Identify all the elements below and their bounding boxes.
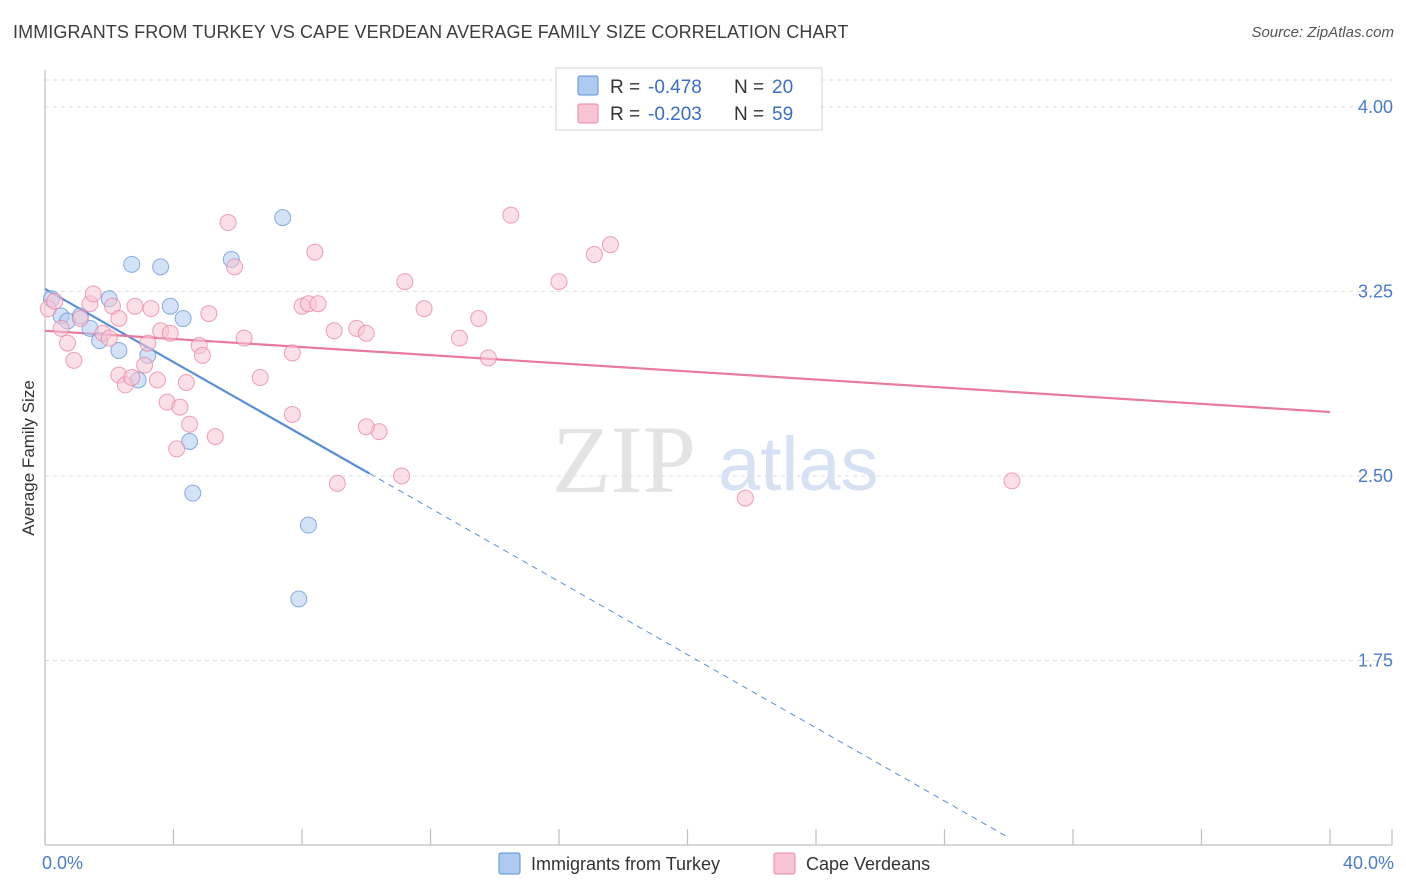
- legend-n-label-turkey: N =: [734, 77, 764, 98]
- point-cape-verdeans: [139, 334, 157, 352]
- point-cape-verdeans: [71, 309, 89, 327]
- point-turkey: [174, 309, 192, 327]
- point-turkey: [181, 433, 199, 451]
- data-points: [39, 206, 1021, 608]
- point-cape-verdeans: [601, 236, 619, 254]
- point-cape-verdeans: [142, 300, 160, 318]
- point-cape-verdeans: [1003, 472, 1021, 490]
- chart-title: IMMIGRANTS FROM TURKEY VS CAPE VERDEAN A…: [13, 22, 849, 42]
- point-cape-verdeans: [58, 334, 76, 352]
- point-cape-verdeans: [325, 322, 343, 340]
- point-cape-verdeans: [235, 329, 253, 347]
- point-cape-verdeans: [168, 440, 186, 458]
- point-cape-verdeans: [306, 243, 324, 261]
- point-cape-verdeans: [193, 346, 211, 364]
- point-cape-verdeans: [283, 405, 301, 423]
- point-cape-verdeans: [309, 295, 327, 313]
- point-cape-verdeans: [736, 489, 754, 507]
- point-cape-verdeans: [136, 356, 154, 374]
- point-cape-verdeans: [123, 369, 141, 387]
- point-cape-verdeans: [65, 351, 83, 369]
- point-cape-verdeans: [206, 428, 224, 446]
- x-tick-label: 40.0%: [1343, 853, 1394, 873]
- trendlines: [44, 288, 1331, 839]
- point-cape-verdeans: [161, 324, 179, 342]
- point-cape-verdeans: [251, 369, 269, 387]
- y-tick-label: 1.75: [1358, 650, 1393, 670]
- legend-top-box: [555, 67, 823, 131]
- axes: [44, 70, 1393, 846]
- point-cape-verdeans: [357, 418, 375, 436]
- point-cape-verdeans: [393, 467, 411, 485]
- legend-n-value-turkey: 20: [772, 77, 793, 98]
- y-tick-label: 4.00: [1358, 97, 1393, 117]
- y-tick-label: 2.50: [1358, 466, 1393, 486]
- point-cape-verdeans: [177, 373, 195, 391]
- point-cape-verdeans: [328, 474, 346, 492]
- legend-swatch-cape-verdeans: [577, 103, 599, 124]
- point-cape-verdeans: [357, 324, 375, 342]
- point-cape-verdeans: [100, 329, 118, 347]
- trendline-turkey-extended: [369, 473, 1009, 839]
- legend-bottom-label-turkey: Immigrants from Turkey: [531, 854, 720, 874]
- point-cape-verdeans: [46, 292, 64, 310]
- legend-bottom-label-cape-verdeans: Cape Verdeans: [806, 854, 930, 874]
- point-turkey: [184, 484, 202, 502]
- watermark: ZIP atlas: [552, 406, 879, 513]
- legend-r-label-turkey: R =: [610, 77, 640, 98]
- point-cape-verdeans: [84, 285, 102, 303]
- legend-n-value-cape-verdeans: 59: [772, 104, 793, 125]
- legend-bottom-swatch-turkey: [498, 852, 521, 875]
- point-cape-verdeans: [479, 349, 497, 367]
- legend-bottom: Immigrants from Turkey Cape Verdeans: [498, 852, 930, 875]
- point-cape-verdeans: [502, 206, 520, 224]
- point-cape-verdeans: [470, 309, 488, 327]
- point-turkey: [161, 297, 179, 315]
- point-cape-verdeans: [415, 300, 433, 318]
- point-cape-verdeans: [283, 344, 301, 362]
- chart-source: Source: ZipAtlas.com: [1251, 24, 1394, 41]
- point-turkey: [299, 516, 317, 534]
- point-cape-verdeans: [52, 319, 70, 337]
- legend-r-value-turkey: -0.478: [648, 77, 702, 98]
- legend-n-label-cape-verdeans: N =: [734, 104, 764, 125]
- point-turkey: [110, 341, 128, 359]
- legend-top: R = -0.478 N = 20 R = -0.203 N = 59: [555, 67, 823, 131]
- point-cape-verdeans: [171, 398, 189, 416]
- legend-r-value-cape-verdeans: -0.203: [648, 104, 702, 125]
- x-tick-label: 0.0%: [42, 853, 83, 873]
- point-cape-verdeans: [181, 415, 199, 433]
- point-turkey: [290, 590, 308, 608]
- point-turkey: [274, 209, 292, 227]
- point-cape-verdeans: [450, 329, 468, 347]
- point-cape-verdeans: [110, 309, 128, 327]
- tick-labels: 4.00 3.25 2.50 1.75 0.0% 40.0%: [42, 97, 1394, 873]
- point-cape-verdeans: [226, 258, 244, 276]
- trendline-cape-verdeans: [44, 329, 1331, 414]
- point-cape-verdeans: [219, 214, 237, 232]
- point-cape-verdeans: [148, 371, 166, 389]
- legend-swatch-turkey: [577, 75, 599, 96]
- y-axis-label: Average Family Size: [19, 380, 38, 536]
- watermark-zip: ZIP: [552, 406, 696, 513]
- point-cape-verdeans: [550, 273, 568, 291]
- point-cape-verdeans: [396, 273, 414, 291]
- legend-r-label-cape-verdeans: R =: [610, 104, 640, 125]
- point-turkey: [152, 258, 170, 276]
- legend-bottom-swatch-cape-verdeans: [773, 852, 796, 875]
- point-cape-verdeans: [126, 297, 144, 315]
- point-turkey: [123, 255, 141, 273]
- point-cape-verdeans: [585, 246, 603, 264]
- trendline-turkey: [44, 288, 371, 475]
- gridlines: [45, 79, 1392, 661]
- y-tick-label: 3.25: [1358, 281, 1393, 301]
- point-cape-verdeans: [200, 305, 218, 323]
